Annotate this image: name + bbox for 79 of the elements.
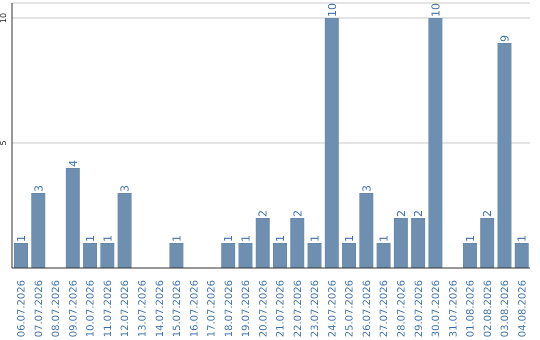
bar (273, 243, 287, 268)
y-tick-label: 5 (0, 140, 8, 146)
data-label: 3 (118, 185, 132, 192)
x-tick-label: 27.07.2026 (379, 280, 390, 338)
bar (83, 243, 98, 268)
data-label: 2 (394, 210, 408, 217)
bar (411, 218, 426, 268)
data-label: 9 (498, 35, 512, 42)
x-tick-label: 13.07.2026 (138, 280, 148, 338)
x-tick-label: 29.07.2026 (414, 280, 425, 338)
data-label: 1 (308, 235, 322, 242)
x-tick-label: 15.07.2026 (172, 280, 184, 338)
data-label: 1 (464, 235, 477, 242)
data-label: 2 (481, 210, 494, 217)
bar (238, 243, 252, 268)
bar (256, 218, 270, 268)
x-tick-label: 24.07.2026 (327, 280, 338, 338)
x-tick-label: 14.07.2026 (154, 280, 166, 338)
data-label: 3 (360, 185, 374, 192)
bar (428, 18, 442, 268)
x-tick-label: 03.08.2026 (500, 280, 512, 338)
x-tick-label: 10.07.2026 (86, 280, 97, 338)
data-label: 1 (84, 235, 98, 242)
x-tick-label: 06.07.2026 (16, 280, 28, 338)
x-tick-label: 30.07.2026 (431, 280, 442, 338)
bar (497, 43, 512, 268)
bar (66, 168, 80, 268)
bar (359, 193, 374, 268)
x-tick-label: 21.07.2026 (276, 280, 287, 338)
bar (308, 243, 322, 268)
x-tick-label: 07.07.2026 (34, 280, 45, 338)
data-label: 10 (326, 3, 339, 17)
x-tick-label: 02.08.2026 (482, 280, 494, 338)
x-tick-label: 11.07.2026 (102, 280, 114, 338)
x-tick-label: 12.07.2026 (120, 280, 132, 338)
data-label: 1 (516, 235, 529, 242)
bar (480, 218, 494, 268)
bar (342, 243, 356, 268)
data-label: 3 (32, 185, 46, 192)
data-label: 1 (15, 235, 28, 242)
x-tick-label: 09.07.2026 (68, 280, 80, 338)
x-tick-label: 08.07.2026 (51, 280, 62, 338)
bar (290, 218, 304, 268)
data-label: 4 (66, 160, 80, 167)
x-tick-label: 19.07.2026 (241, 280, 252, 338)
data-label: 1 (343, 235, 356, 242)
x-tick-label: 17.07.2026 (206, 280, 218, 338)
x-tick-label: 18.07.2026 (224, 280, 235, 338)
data-label: 1 (378, 235, 391, 242)
bar (100, 243, 114, 268)
data-label: 1 (170, 235, 184, 242)
bar (31, 193, 46, 268)
x-tick-label: 28.07.2026 (396, 280, 408, 338)
x-tick-label: 26.07.2026 (362, 280, 373, 338)
x-tick-label: 31.07.2026 (448, 280, 460, 338)
bar (394, 218, 408, 268)
data-label: 1 (222, 235, 236, 242)
x-tick-label: 23.07.2026 (310, 280, 322, 338)
bar (14, 243, 28, 268)
data-label: 2 (412, 210, 426, 217)
bar (221, 243, 236, 268)
bar (169, 243, 184, 268)
x-tick-label: 16.07.2026 (189, 280, 200, 338)
x-tick-label: 01.08.2026 (466, 280, 477, 338)
x-tick-label: 25.07.2026 (344, 280, 356, 338)
data-label: 1 (101, 235, 114, 242)
bar (376, 243, 391, 268)
data-label: 1 (274, 235, 287, 242)
data-label: 2 (256, 210, 270, 217)
bar (462, 243, 477, 268)
x-tick-label: 20.07.2026 (258, 280, 270, 338)
x-tick-label: 22.07.2026 (292, 280, 304, 338)
data-label: 1 (239, 235, 252, 242)
bar (118, 193, 132, 268)
bar (324, 18, 339, 268)
x-tick-label: 04.08.2026 (517, 280, 528, 338)
data-label: 2 (291, 210, 304, 217)
data-label: 10 (429, 3, 442, 17)
bar (514, 243, 529, 268)
